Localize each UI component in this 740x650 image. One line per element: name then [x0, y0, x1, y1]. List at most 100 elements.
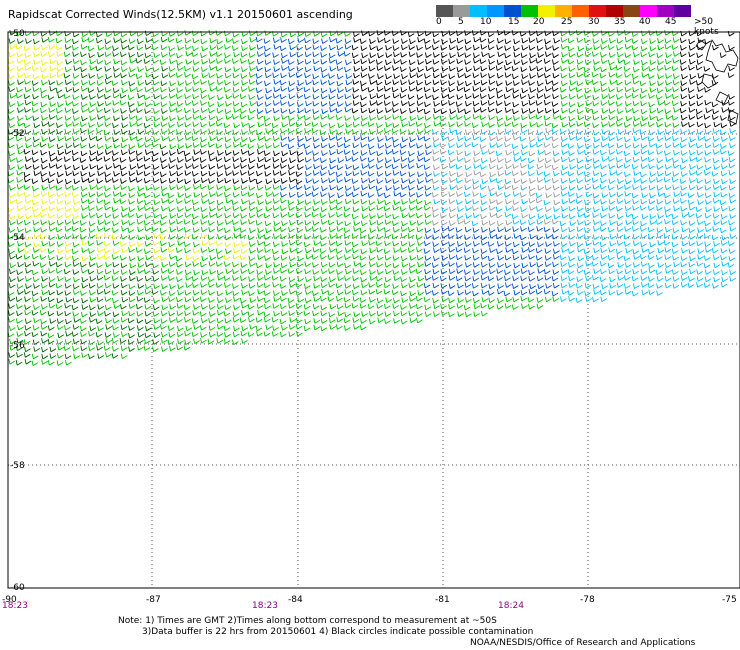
wind-barb	[153, 52, 161, 58]
wind-barb	[601, 205, 609, 212]
wind-barb	[543, 177, 551, 183]
wind-barb	[55, 45, 63, 51]
wind-barb	[624, 205, 632, 212]
wind-barb	[656, 185, 664, 191]
wind-barb	[681, 73, 688, 80]
wind-barb	[351, 52, 359, 59]
wind-barb	[409, 38, 416, 45]
wind-barb	[208, 212, 216, 218]
wind-barb	[665, 86, 672, 93]
wind-barb	[79, 121, 87, 127]
wind-barb	[257, 233, 265, 239]
wind-barb	[344, 198, 352, 205]
wind-barb	[24, 30, 32, 37]
wind-barb	[672, 79, 680, 86]
wind-barb	[512, 129, 519, 135]
wind-barb	[568, 156, 575, 163]
wind-barb	[72, 121, 79, 127]
wind-barb	[399, 115, 407, 122]
wind-barb	[168, 45, 175, 52]
wind-barb	[345, 59, 352, 66]
wind-barb	[440, 185, 448, 192]
wind-barb	[408, 79, 415, 86]
wind-barb	[128, 346, 135, 352]
wind-barb	[183, 345, 191, 351]
wind-barb	[232, 129, 240, 136]
wind-barb	[392, 92, 400, 99]
wind-barb	[568, 51, 576, 58]
wind-barb	[601, 156, 609, 162]
wind-barb	[680, 206, 688, 212]
wind-barb	[601, 283, 608, 290]
wind-barb	[720, 219, 728, 225]
wind-barb	[681, 269, 688, 275]
wind-barb	[360, 129, 368, 135]
wind-barb	[304, 261, 312, 267]
wind-barb	[360, 198, 368, 205]
wind-barb	[64, 164, 71, 170]
wind-barb	[272, 248, 279, 255]
wind-barb	[583, 66, 591, 73]
wind-barb	[297, 80, 305, 86]
wind-barb	[513, 156, 521, 162]
wind-barb	[417, 155, 424, 162]
wind-barb	[391, 220, 399, 227]
wind-barb	[8, 150, 15, 157]
wind-barb	[489, 177, 497, 183]
wind-barb	[255, 317, 263, 323]
wind-barb	[119, 157, 127, 163]
wind-barb	[512, 275, 519, 282]
wind-barb	[680, 101, 687, 107]
wind-barb	[257, 135, 265, 141]
wind-barb	[256, 247, 264, 254]
wind-barb	[544, 206, 552, 212]
wind-barb	[592, 240, 600, 246]
wind-barb	[551, 218, 559, 225]
wind-barb	[648, 184, 656, 191]
wind-barb	[225, 170, 232, 177]
wind-barb	[703, 114, 711, 120]
wind-barb	[127, 94, 135, 101]
wind-barb	[480, 274, 488, 281]
wind-barb	[441, 38, 448, 45]
wind-barb	[449, 38, 457, 44]
wind-barb	[416, 80, 423, 86]
wind-barb	[335, 282, 343, 289]
wind-barb	[721, 107, 729, 113]
wind-barb	[401, 38, 408, 44]
wind-barb	[696, 149, 704, 156]
wind-barb	[256, 108, 264, 114]
wind-barb	[9, 262, 17, 269]
wind-barb	[488, 163, 496, 170]
wind-barb	[353, 220, 361, 226]
wind-barb	[391, 30, 399, 36]
wind-barb	[304, 226, 312, 232]
wind-barb	[248, 52, 256, 58]
wind-barb	[695, 108, 703, 115]
wind-barb	[23, 122, 31, 129]
wind-barb	[272, 198, 280, 204]
time-label: 18:23	[252, 601, 278, 611]
wind-barb	[73, 317, 81, 323]
wind-barb	[112, 136, 119, 143]
wind-barb	[360, 135, 367, 141]
wind-barb	[729, 213, 737, 219]
wind-barb	[103, 254, 111, 260]
wind-barb	[120, 324, 128, 330]
wind-barb	[400, 184, 408, 190]
wind-barb	[473, 233, 480, 240]
wind-barb	[425, 58, 432, 65]
wind-barb	[287, 136, 295, 142]
wind-barb	[465, 171, 473, 178]
wind-barb	[608, 135, 615, 142]
wind-barb	[232, 114, 239, 120]
wind-barb	[376, 247, 383, 253]
wind-barb	[16, 65, 24, 72]
wind-barb	[400, 318, 408, 325]
wind-barb	[95, 332, 103, 338]
wind-barb	[31, 360, 39, 367]
wind-barb	[631, 38, 639, 44]
wind-barb	[553, 157, 560, 163]
wind-barb	[368, 282, 375, 288]
wind-barb	[641, 192, 649, 199]
